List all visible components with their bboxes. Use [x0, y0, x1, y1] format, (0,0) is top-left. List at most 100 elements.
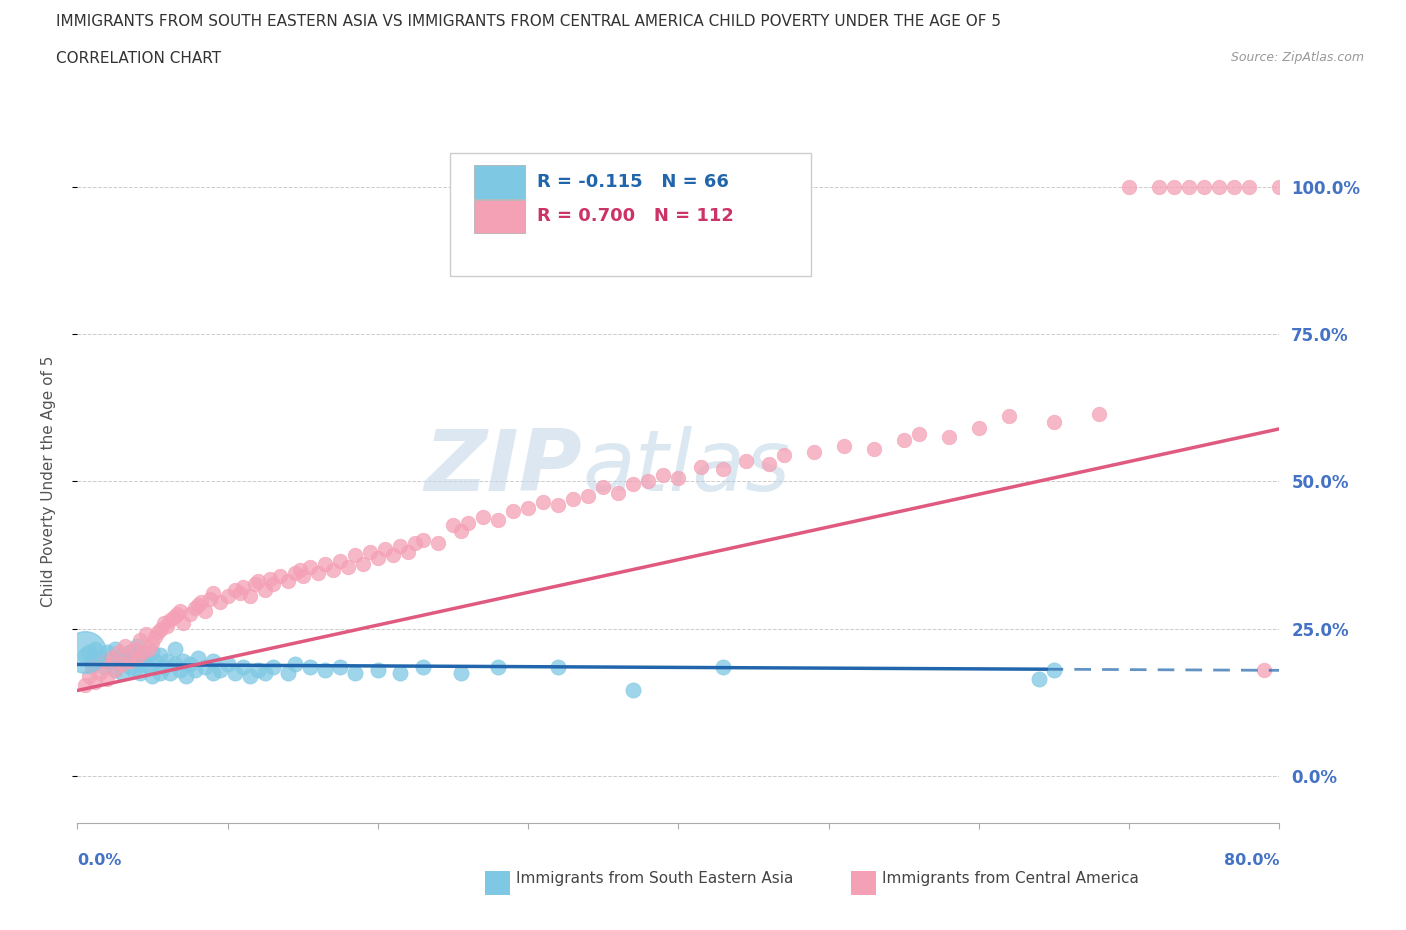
Point	[517, 500, 540, 515]
Point	[652, 468, 675, 483]
Point	[284, 657, 307, 671]
Point	[169, 604, 191, 618]
Point	[367, 662, 389, 677]
Point	[159, 612, 181, 627]
Point	[141, 644, 163, 659]
Point	[84, 674, 107, 689]
Point	[156, 618, 179, 633]
Point	[79, 669, 101, 684]
Point	[89, 665, 111, 680]
Point	[1223, 179, 1246, 194]
Point	[299, 559, 322, 574]
Point	[1163, 179, 1185, 194]
Point	[344, 548, 367, 563]
Point	[457, 515, 479, 530]
Point	[73, 677, 96, 692]
Point	[621, 477, 644, 492]
Point	[201, 586, 224, 601]
Point	[344, 665, 367, 680]
Point	[129, 665, 152, 680]
Point	[104, 662, 127, 677]
Point	[145, 630, 167, 644]
Point	[111, 647, 134, 662]
Point	[224, 665, 246, 680]
Point	[938, 430, 960, 445]
Point	[73, 647, 96, 662]
Point	[307, 565, 329, 580]
FancyBboxPatch shape	[450, 153, 811, 276]
Point	[166, 606, 188, 621]
Point	[690, 459, 713, 474]
Point	[1178, 179, 1201, 194]
FancyBboxPatch shape	[474, 166, 524, 199]
Point	[547, 659, 569, 674]
Point	[79, 644, 101, 659]
Point	[89, 651, 111, 666]
Point	[100, 651, 122, 666]
Point	[893, 432, 915, 447]
Point	[183, 601, 205, 616]
Text: Immigrants from South Eastern Asia: Immigrants from South Eastern Asia	[516, 871, 793, 886]
Point	[1239, 179, 1261, 194]
Point	[179, 657, 201, 671]
Point	[82, 654, 104, 669]
Point	[713, 659, 735, 674]
Point	[114, 639, 136, 654]
Point	[172, 654, 194, 669]
Point	[374, 541, 396, 556]
Point	[998, 409, 1021, 424]
Point	[239, 669, 262, 684]
Point	[232, 580, 254, 595]
Point	[621, 683, 644, 698]
Point	[156, 654, 179, 669]
Point	[277, 574, 299, 589]
Point	[132, 644, 155, 659]
Point	[389, 538, 412, 553]
Point	[73, 644, 96, 659]
Point	[592, 480, 614, 495]
Point	[138, 642, 160, 657]
Point	[127, 654, 149, 669]
Point	[149, 665, 172, 680]
Point	[772, 447, 794, 462]
Point	[288, 563, 311, 578]
Point	[389, 665, 412, 680]
Point	[329, 659, 352, 674]
Point	[441, 518, 464, 533]
Point	[118, 654, 141, 669]
Point	[84, 642, 107, 657]
Point	[232, 659, 254, 674]
Point	[486, 512, 509, 527]
Point	[149, 647, 172, 662]
Point	[138, 659, 160, 674]
Point	[135, 651, 157, 666]
Point	[124, 662, 146, 677]
Point	[162, 609, 184, 624]
Point	[381, 548, 404, 563]
Text: CORRELATION CHART: CORRELATION CHART	[56, 51, 221, 66]
Text: Immigrants from Central America: Immigrants from Central America	[882, 871, 1139, 886]
Point	[93, 654, 115, 669]
Point	[124, 642, 146, 657]
Point	[713, 462, 735, 477]
Text: 80.0%: 80.0%	[1225, 853, 1279, 868]
Point	[194, 659, 217, 674]
Text: ZIP: ZIP	[425, 426, 582, 509]
Point	[169, 662, 191, 677]
Point	[735, 453, 758, 468]
Point	[329, 553, 352, 568]
Point	[1118, 179, 1140, 194]
Point	[163, 642, 186, 657]
Point	[163, 657, 186, 671]
Point	[153, 616, 176, 631]
Point	[148, 624, 170, 639]
Point	[967, 420, 990, 435]
Point	[127, 651, 149, 666]
Point	[174, 669, 197, 684]
Point	[145, 654, 167, 669]
Point	[359, 545, 381, 560]
Point	[209, 662, 232, 677]
Point	[254, 583, 277, 598]
Point	[100, 654, 122, 669]
Point	[201, 665, 224, 680]
